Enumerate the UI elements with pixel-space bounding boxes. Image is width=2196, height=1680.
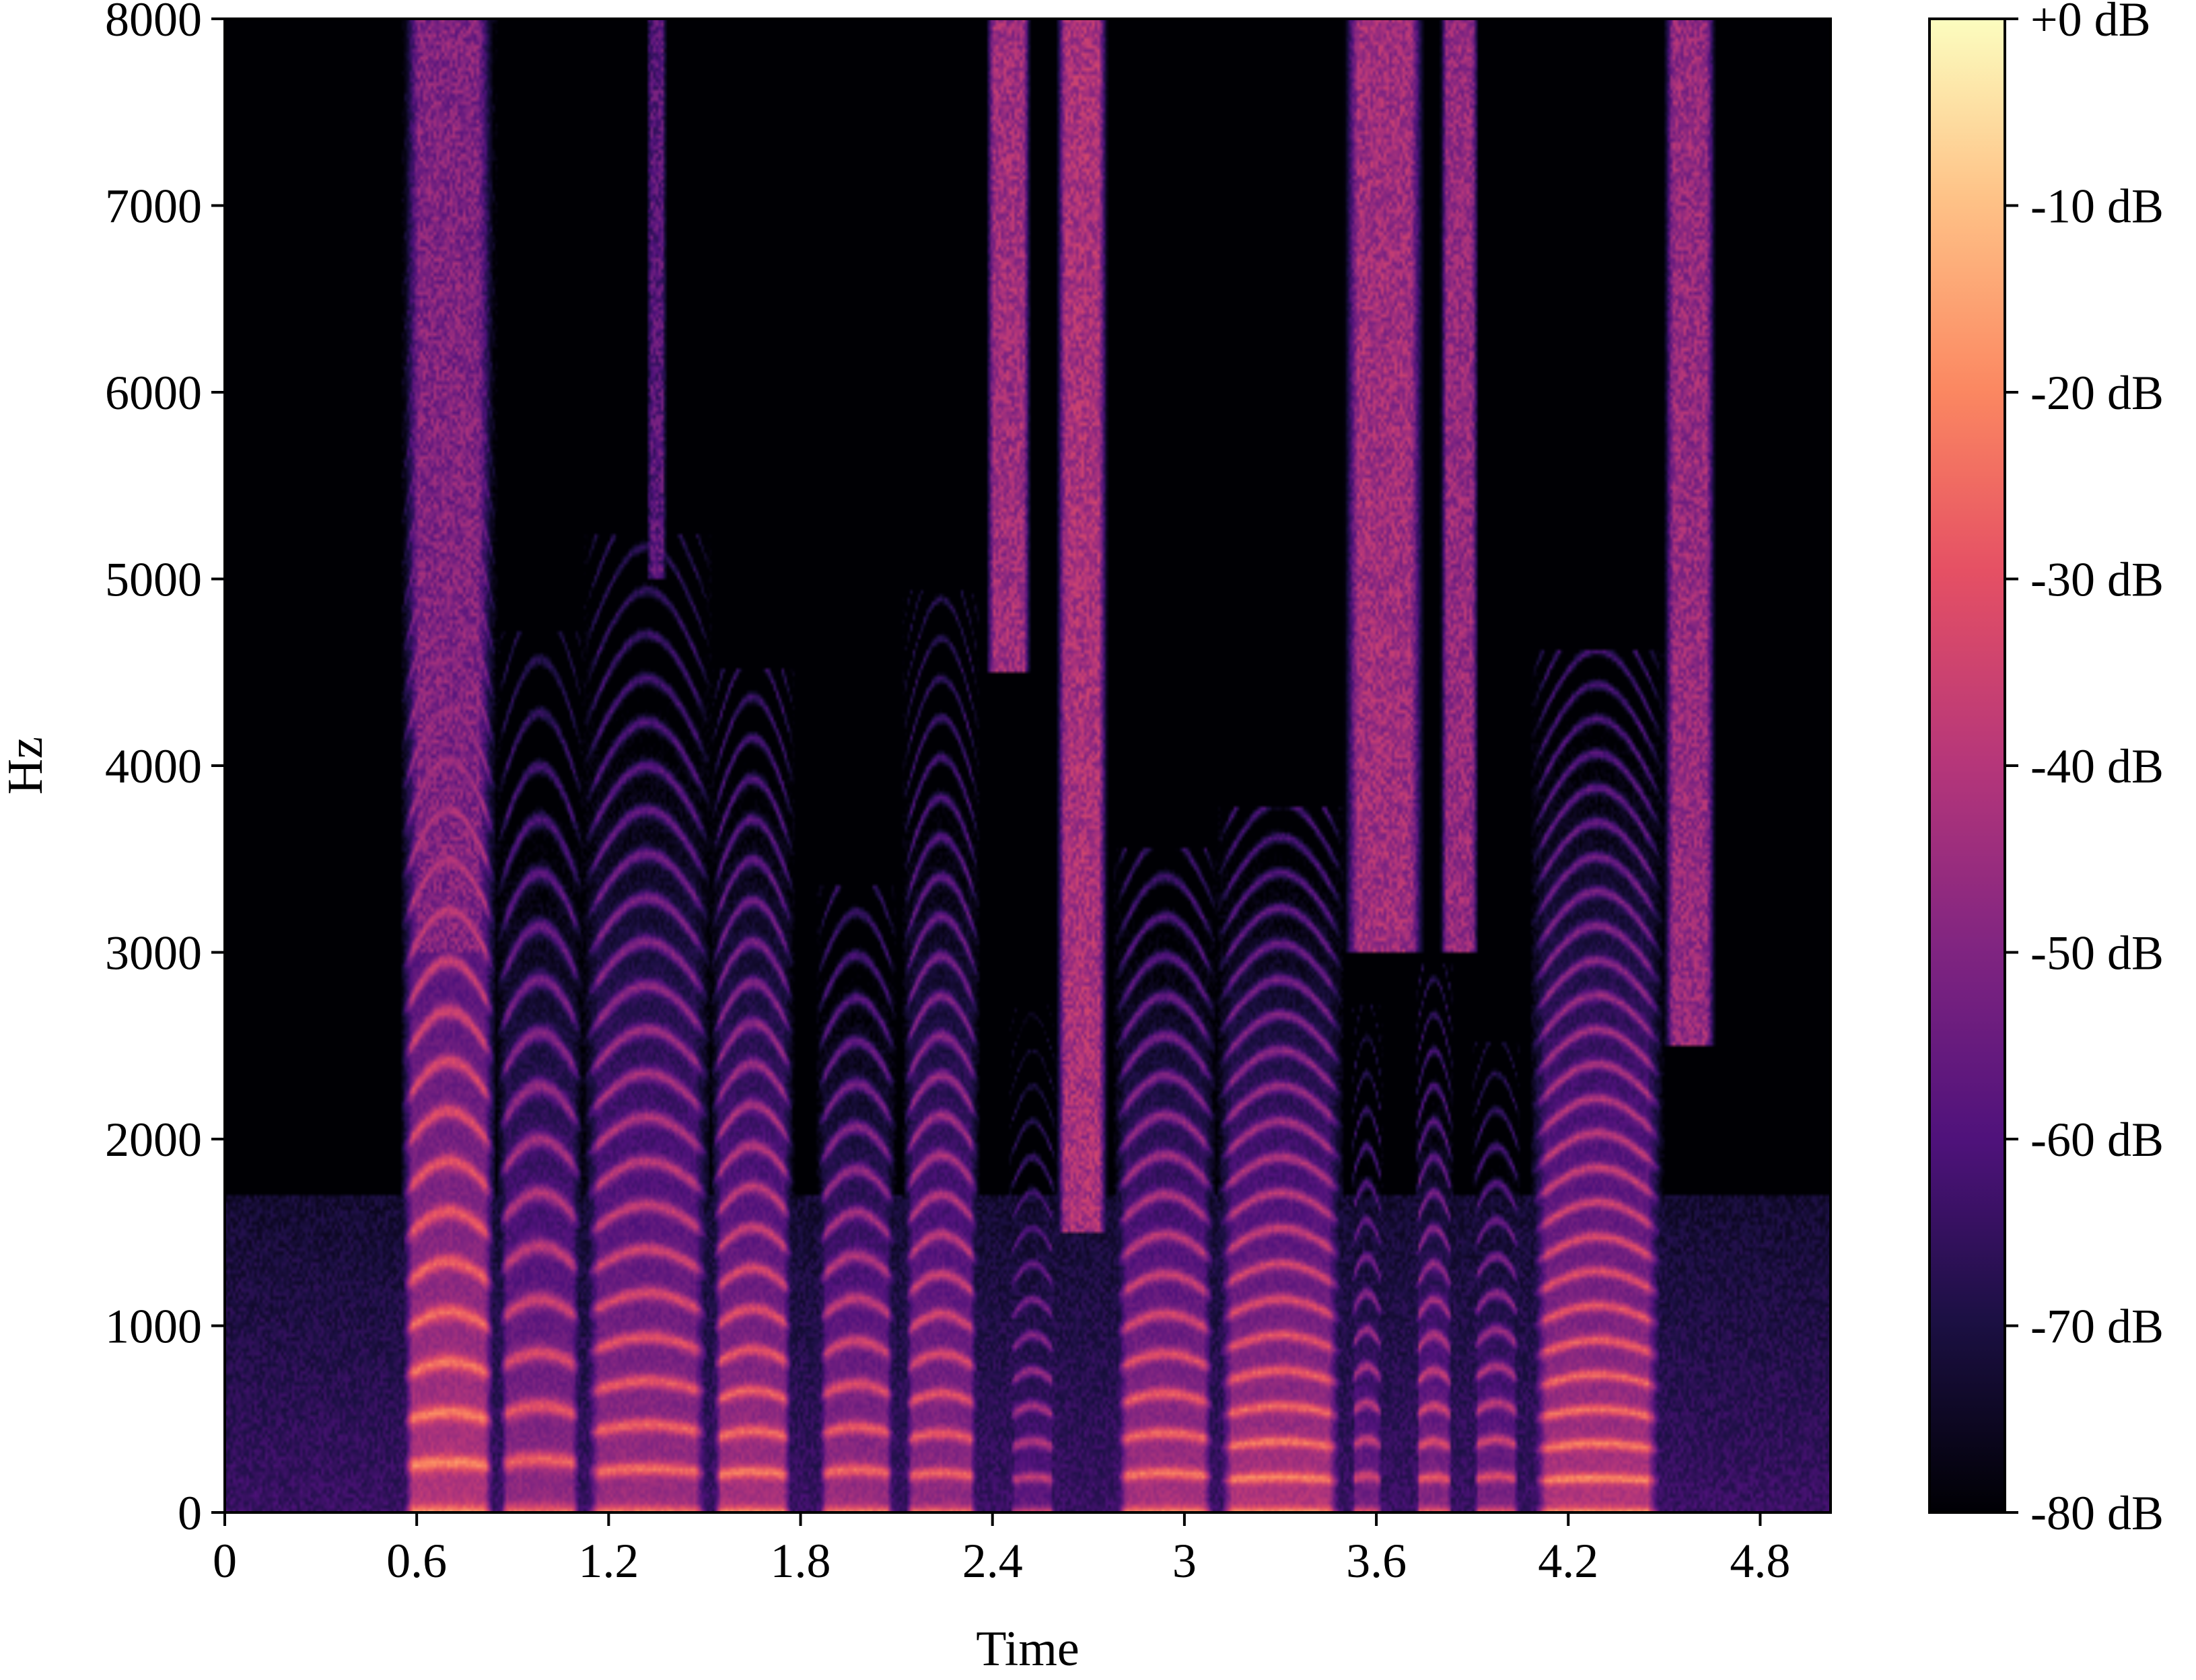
y-tick-label: 0 <box>178 1486 202 1540</box>
x-tick-label: 0 <box>213 1534 237 1588</box>
x-tick-label: 0.6 <box>386 1534 447 1588</box>
colorbar-tick-label: -20 dB <box>2030 366 2164 420</box>
x-tick-label: 2.4 <box>962 1534 1023 1588</box>
colorbar-tick-label: -70 dB <box>2030 1300 2164 1354</box>
x-tick-label: 4.8 <box>1730 1534 1790 1588</box>
colorbar-tick-label: -80 dB <box>2030 1486 2164 1540</box>
y-tick-label: 4000 <box>105 739 202 793</box>
colorbar-tick-label: -50 dB <box>2030 926 2164 980</box>
colorbar-tick-label: -10 dB <box>2030 180 2164 233</box>
x-axis-label: Time <box>976 1621 1079 1677</box>
colorbar-gradient <box>1928 17 2006 1514</box>
colorbar: +0 dB -10 dB -20 dB -30 dB -40 dB -50 dB -60 d… <box>1928 0 2164 1540</box>
colorbar-ticks: +0 dB -10 dB -20 dB -30 dB -40 dB -50 dB -60 d… <box>2005 0 2164 1540</box>
y-tick-label: 8000 <box>105 0 202 46</box>
y-tick-label: 5000 <box>105 553 202 607</box>
y-tick-label: 1000 <box>105 1300 202 1354</box>
y-tick-label: 7000 <box>105 180 202 233</box>
plot-area <box>223 17 1832 1514</box>
x-tick-label: 1.8 <box>771 1534 831 1588</box>
y-axis-label: Hz <box>0 737 53 795</box>
spectrogram-heatmap <box>225 19 1831 1512</box>
colorbar-tick-label: +0 dB <box>2030 0 2151 46</box>
y-tick-label: 2000 <box>105 1113 202 1167</box>
colorbar-tick-label: -30 dB <box>2030 553 2164 607</box>
y-axis: 0 1000 2000 3000 4000 5000 6000 7000 8000 <box>105 0 225 1540</box>
x-tick-label: 3.6 <box>1346 1534 1407 1588</box>
x-axis: 0 0.6 1.2 1.8 2.4 3 3.6 4.2 4.8 <box>213 1512 1790 1588</box>
x-tick-label: 4.2 <box>1538 1534 1598 1588</box>
colorbar-tick-label: -60 dB <box>2030 1113 2164 1167</box>
y-tick-label: 6000 <box>105 366 202 420</box>
colorbar-tick-label: -40 dB <box>2030 739 2164 793</box>
x-tick-label: 3 <box>1172 1534 1197 1588</box>
x-tick-label: 1.2 <box>578 1534 639 1588</box>
y-tick-label: 3000 <box>105 926 202 980</box>
